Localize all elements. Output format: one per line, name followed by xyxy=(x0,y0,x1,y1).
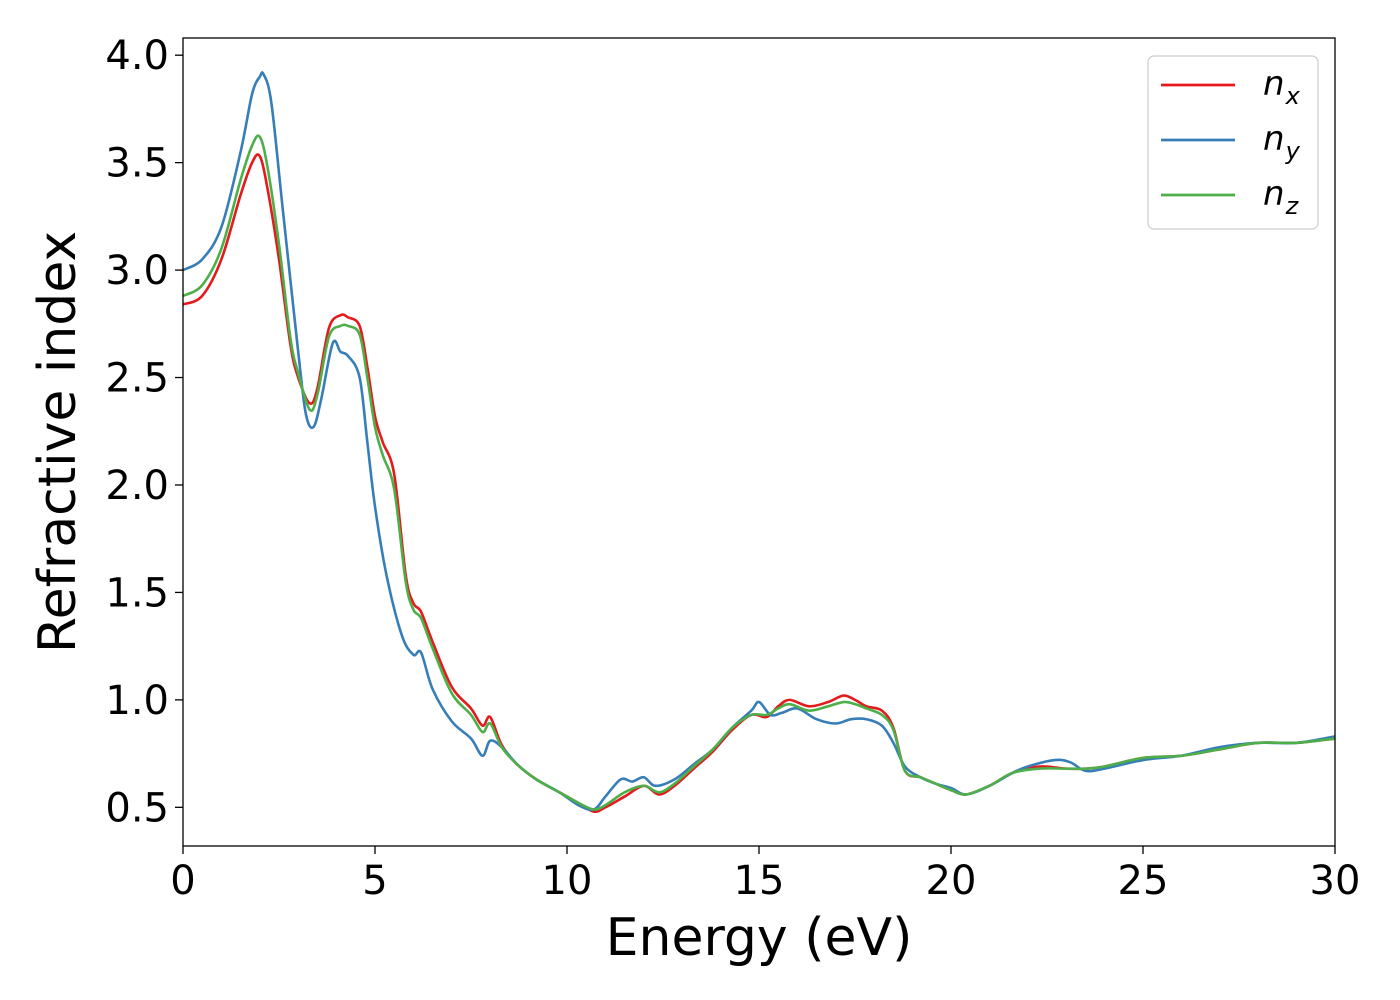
x-tick-label: 30 xyxy=(1310,858,1361,904)
y-tick-label: 0.5 xyxy=(105,785,169,831)
x-tick-label: 25 xyxy=(1118,858,1169,904)
y-tick-label: 1.0 xyxy=(105,678,169,724)
legend-label-n-x: nx xyxy=(1263,64,1301,110)
x-axis-ticks: 0 5 10 15 20 25 30 xyxy=(170,846,1360,904)
x-tick-label: 15 xyxy=(734,858,785,904)
x-tick-label: 20 xyxy=(926,858,977,904)
legend-box xyxy=(1147,55,1319,230)
x-tick-label: 0 xyxy=(170,858,195,904)
legend-label-n-z: nz xyxy=(1263,174,1300,220)
y-tick-label: 2.5 xyxy=(105,356,169,402)
series-line-n-z xyxy=(182,134,1336,811)
y-axis-label: Refractive index xyxy=(28,231,88,653)
legend: nx ny nz xyxy=(1147,55,1319,230)
legend-label-n-y: ny xyxy=(1263,119,1301,165)
y-tick-label: 3.5 xyxy=(105,141,169,187)
x-axis-label: Energy (eV) xyxy=(606,908,913,968)
series-layer xyxy=(182,71,1336,814)
x-tick-label: 10 xyxy=(542,858,593,904)
x-tick-label: 5 xyxy=(362,858,387,904)
y-tick-label: 3.0 xyxy=(105,248,169,294)
y-axis-ticks: 0.5 1.0 1.5 2.0 2.5 3.0 3.5 4.0 xyxy=(105,33,183,831)
y-tick-label: 2.0 xyxy=(105,463,169,509)
y-tick-label: 4.0 xyxy=(105,33,169,79)
y-tick-label: 1.5 xyxy=(105,570,169,616)
